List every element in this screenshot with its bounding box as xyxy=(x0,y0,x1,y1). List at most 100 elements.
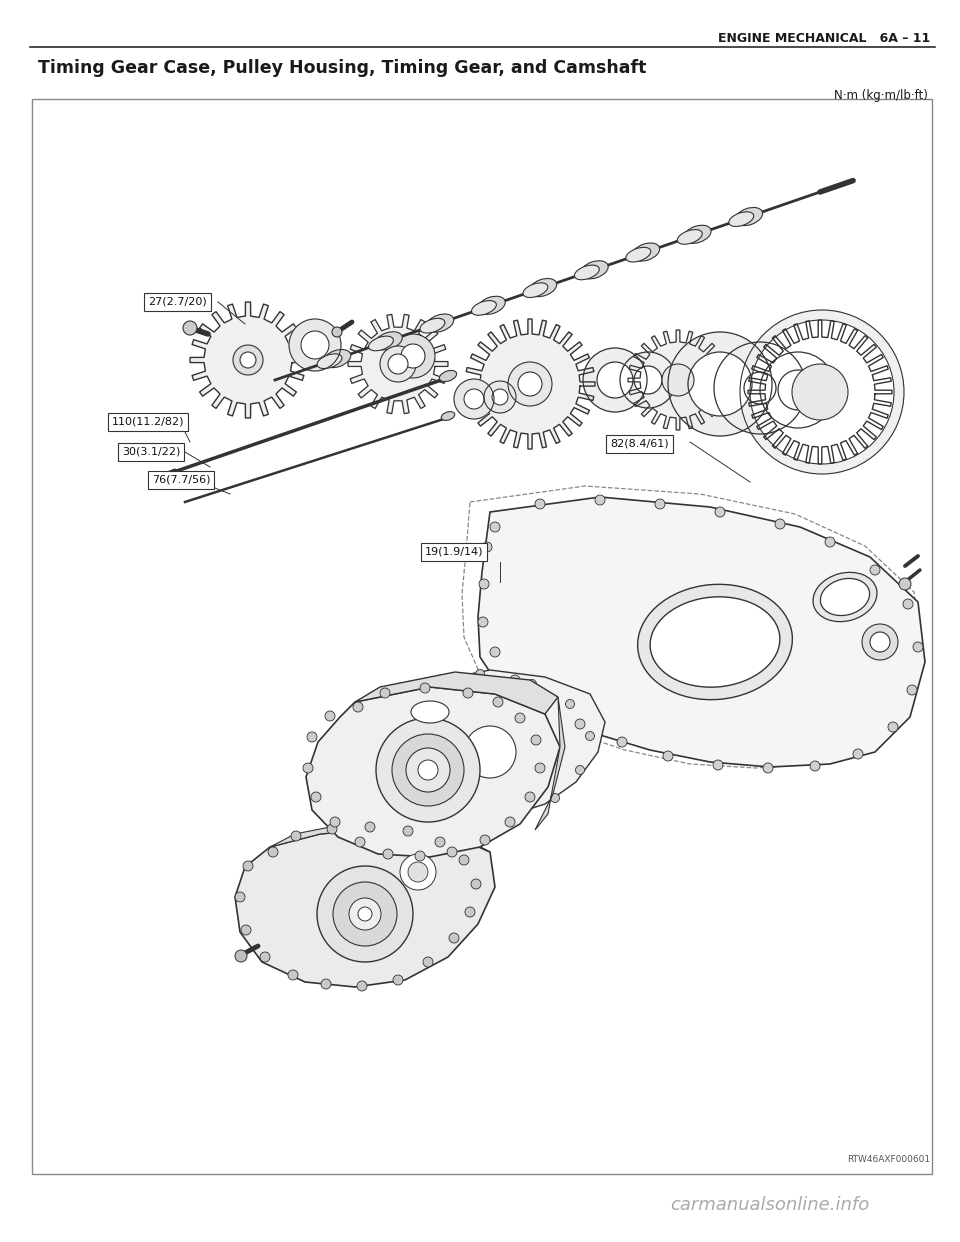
Circle shape xyxy=(420,683,430,693)
Circle shape xyxy=(365,822,375,832)
Circle shape xyxy=(465,907,475,917)
Circle shape xyxy=(913,642,923,652)
Ellipse shape xyxy=(369,337,394,350)
Circle shape xyxy=(436,810,444,818)
Ellipse shape xyxy=(735,207,762,226)
Circle shape xyxy=(620,351,676,409)
Circle shape xyxy=(403,826,413,836)
Circle shape xyxy=(435,837,445,847)
Circle shape xyxy=(744,373,776,404)
Circle shape xyxy=(408,862,428,882)
Circle shape xyxy=(380,347,416,383)
Circle shape xyxy=(393,975,403,985)
Circle shape xyxy=(330,817,340,827)
Circle shape xyxy=(899,578,911,590)
Circle shape xyxy=(583,348,647,412)
Circle shape xyxy=(688,351,752,416)
Circle shape xyxy=(289,319,341,371)
Ellipse shape xyxy=(684,225,711,243)
Circle shape xyxy=(327,823,337,833)
Polygon shape xyxy=(348,314,448,414)
Circle shape xyxy=(527,679,537,688)
Ellipse shape xyxy=(426,314,454,332)
Circle shape xyxy=(484,381,516,414)
Circle shape xyxy=(510,674,520,686)
Circle shape xyxy=(383,850,393,859)
Ellipse shape xyxy=(523,283,548,298)
Circle shape xyxy=(518,373,542,396)
Ellipse shape xyxy=(471,301,496,315)
Circle shape xyxy=(401,790,411,799)
Circle shape xyxy=(396,698,404,707)
Circle shape xyxy=(714,342,806,433)
Circle shape xyxy=(663,751,673,761)
Circle shape xyxy=(307,732,317,741)
Circle shape xyxy=(357,981,367,991)
Circle shape xyxy=(243,861,253,871)
Circle shape xyxy=(575,719,585,729)
Circle shape xyxy=(825,537,835,546)
Ellipse shape xyxy=(529,278,557,297)
Circle shape xyxy=(550,794,560,802)
Circle shape xyxy=(617,737,627,746)
Circle shape xyxy=(597,361,633,397)
Circle shape xyxy=(448,710,532,794)
Circle shape xyxy=(288,970,298,980)
Circle shape xyxy=(634,366,662,394)
Circle shape xyxy=(662,364,694,396)
Circle shape xyxy=(388,354,408,374)
Ellipse shape xyxy=(729,212,754,226)
Circle shape xyxy=(853,749,863,759)
Circle shape xyxy=(715,507,725,517)
Ellipse shape xyxy=(574,265,599,279)
Ellipse shape xyxy=(440,370,457,381)
Circle shape xyxy=(241,925,251,935)
Circle shape xyxy=(311,792,321,802)
Circle shape xyxy=(475,816,485,825)
Ellipse shape xyxy=(821,579,870,616)
Circle shape xyxy=(449,933,459,943)
Circle shape xyxy=(516,810,524,818)
Circle shape xyxy=(380,728,390,737)
Circle shape xyxy=(888,722,898,732)
Polygon shape xyxy=(478,497,925,768)
Circle shape xyxy=(400,854,436,891)
Text: 76(7.7/56): 76(7.7/56) xyxy=(152,474,210,484)
Circle shape xyxy=(268,847,278,857)
Ellipse shape xyxy=(420,318,444,333)
Ellipse shape xyxy=(324,349,350,368)
Polygon shape xyxy=(306,687,560,857)
Circle shape xyxy=(321,979,331,989)
Circle shape xyxy=(260,953,270,963)
Circle shape xyxy=(565,699,574,708)
Polygon shape xyxy=(465,319,595,448)
Circle shape xyxy=(235,892,245,902)
Circle shape xyxy=(240,351,256,368)
Circle shape xyxy=(459,854,469,864)
Circle shape xyxy=(235,950,247,963)
Circle shape xyxy=(655,499,665,509)
Text: Timing Gear Case, Pulley Housing, Timing Gear, and Camshaft: Timing Gear Case, Pulley Housing, Timing… xyxy=(38,60,646,77)
Circle shape xyxy=(463,688,473,698)
Circle shape xyxy=(415,851,425,861)
Circle shape xyxy=(490,522,500,532)
Circle shape xyxy=(406,748,450,792)
Ellipse shape xyxy=(637,584,792,699)
Circle shape xyxy=(505,817,515,827)
Circle shape xyxy=(515,713,525,723)
Text: 27(2.7/20): 27(2.7/20) xyxy=(148,297,206,307)
Circle shape xyxy=(475,669,485,678)
Text: N·m (kg·m/lb·ft): N·m (kg·m/lb·ft) xyxy=(834,89,928,102)
Circle shape xyxy=(903,599,913,609)
Circle shape xyxy=(150,472,166,488)
Circle shape xyxy=(392,734,464,806)
FancyBboxPatch shape xyxy=(32,99,932,1174)
Polygon shape xyxy=(190,302,306,419)
Circle shape xyxy=(233,345,263,375)
Circle shape xyxy=(575,765,585,775)
Circle shape xyxy=(586,732,594,740)
Polygon shape xyxy=(368,669,605,822)
Circle shape xyxy=(862,623,898,660)
Circle shape xyxy=(508,361,552,406)
Circle shape xyxy=(454,379,494,419)
